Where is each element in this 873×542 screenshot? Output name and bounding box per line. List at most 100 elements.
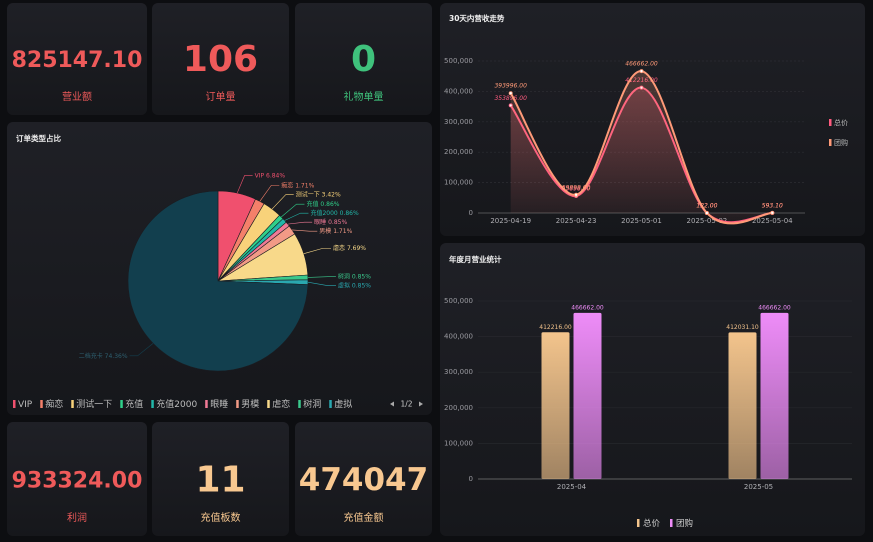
stat-value: 106: [183, 39, 258, 80]
point: [574, 192, 579, 197]
y-tick-label: 300,000: [444, 118, 473, 126]
y-tick-label: 500,000: [444, 57, 473, 65]
x-tick-label: 2025-05-02: [687, 217, 728, 225]
chart-title: 30天内营收走势: [449, 13, 505, 23]
legend-swatch: [151, 400, 154, 408]
legend-label: 测试一下: [76, 398, 112, 410]
legend-label: 虐恋: [272, 398, 290, 410]
stat-label: 利润: [67, 511, 87, 524]
value-label: 55898.00: [562, 186, 591, 193]
legend-item[interactable]: 测试一下: [71, 398, 112, 410]
value-label: 59898.00: [562, 184, 591, 191]
slice-label: 测试一下 3.42%: [296, 190, 341, 198]
slice-label-value: 0.86%: [320, 201, 339, 208]
slice-label-value: 0.85%: [328, 219, 347, 226]
value-label: 412216.00: [539, 324, 572, 331]
slice-label-value: 0.85%: [352, 273, 371, 280]
x-tick-label: 2025-05-04: [752, 217, 793, 225]
point: [704, 210, 709, 215]
stat-value: 11: [195, 459, 245, 500]
stat-value: 825147.10: [12, 48, 143, 73]
bar: [728, 332, 757, 479]
legend-label: 树洞: [303, 398, 321, 410]
slice-label-name: 树洞: [338, 272, 350, 280]
legend-item[interactable]: 男模: [236, 399, 259, 410]
card: [295, 3, 432, 115]
slice-label-name: 虚拟: [338, 281, 350, 289]
label-leader: [292, 229, 318, 232]
slice-label: 虐恋 7.69%: [333, 244, 366, 252]
bar: [573, 312, 602, 479]
label-leader: [271, 194, 294, 210]
y-tick-label: 0: [469, 209, 473, 217]
slice-label-value: 6.84%: [266, 172, 285, 179]
card: [152, 422, 289, 536]
x-tick-label: 2025-05: [744, 483, 773, 491]
legend-item[interactable]: 充值: [120, 398, 143, 410]
value-label: 466662.00: [625, 61, 658, 68]
legend-swatch: [829, 139, 832, 146]
legend-label: 眼睡: [210, 398, 228, 410]
value-label: 393996.00: [494, 83, 527, 90]
legend-swatch: [71, 400, 74, 408]
y-tick-label: 500,000: [444, 297, 473, 305]
legend-item[interactable]: 虐恋: [267, 398, 290, 410]
stat-label: 充值板数: [201, 511, 241, 524]
legend-pager: 1/2: [400, 400, 412, 409]
slice-label-value: 74.36%: [105, 352, 128, 359]
point: [508, 91, 513, 96]
legend-item[interactable]: 树洞: [298, 398, 321, 410]
label-leader: [129, 343, 154, 357]
legend-swatch: [670, 519, 673, 527]
x-tick-label: 2025-04-23: [556, 217, 597, 225]
label-leader: [307, 281, 336, 286]
slice-label-value: 0.86%: [340, 210, 359, 217]
legend-label: 团购: [676, 518, 693, 529]
stat-value: 0: [351, 39, 376, 80]
legend-item[interactable]: VIP: [13, 400, 33, 410]
label-leader: [307, 276, 336, 278]
y-tick-label: 200,000: [444, 404, 473, 412]
legend-item[interactable]: 充值2000: [151, 398, 197, 410]
card: [440, 243, 865, 536]
label-leader: [284, 212, 309, 221]
y-tick-label: 400,000: [444, 333, 473, 341]
x-tick-label: 2025-04: [557, 483, 587, 491]
legend-swatch: [236, 400, 239, 408]
card: [7, 422, 147, 536]
stat-value: 933324.00: [12, 468, 143, 493]
x-tick-label: 2025-05-01: [621, 217, 662, 225]
stat-label: 礼物单量: [344, 90, 384, 103]
slice-label: VIP 6.84%: [255, 172, 286, 179]
x-tick-label: 2025-04-19: [490, 217, 531, 225]
legend-swatch: [40, 400, 43, 408]
value-label: 466662.00: [571, 304, 604, 311]
y-tick-label: 100,000: [444, 439, 473, 447]
value-label: 122.00: [696, 202, 717, 209]
legend-item[interactable]: 虚拟: [329, 398, 352, 410]
legend-label: 总价: [834, 118, 848, 127]
stat-value: 474047: [299, 462, 428, 498]
card: [152, 3, 289, 115]
legend-item[interactable]: 眼睡: [205, 398, 228, 410]
y-tick-label: 300,000: [444, 368, 473, 376]
y-tick-label: 200,000: [444, 148, 473, 156]
legend-label: 充值: [125, 398, 143, 410]
slice-label-value: 7.69%: [347, 245, 366, 252]
legend-label: 团购: [834, 138, 848, 147]
label-leader: [281, 203, 305, 218]
slice-label-name: VIP: [255, 172, 265, 179]
slice-label: 充值2000 0.86%: [310, 209, 359, 217]
slice-label-value: 1.71%: [333, 228, 352, 235]
value-label: 466662.00: [758, 304, 791, 311]
legend-item[interactable]: 痴恋: [40, 398, 63, 410]
value-label: 593.10: [762, 202, 783, 209]
slice-label: 充值 0.86%: [306, 200, 339, 208]
card: [7, 3, 147, 115]
stat-label: 订单量: [206, 91, 236, 103]
pager-prev[interactable]: [390, 401, 394, 407]
legend-label: 男模: [241, 399, 259, 410]
pager-next[interactable]: [419, 401, 423, 407]
